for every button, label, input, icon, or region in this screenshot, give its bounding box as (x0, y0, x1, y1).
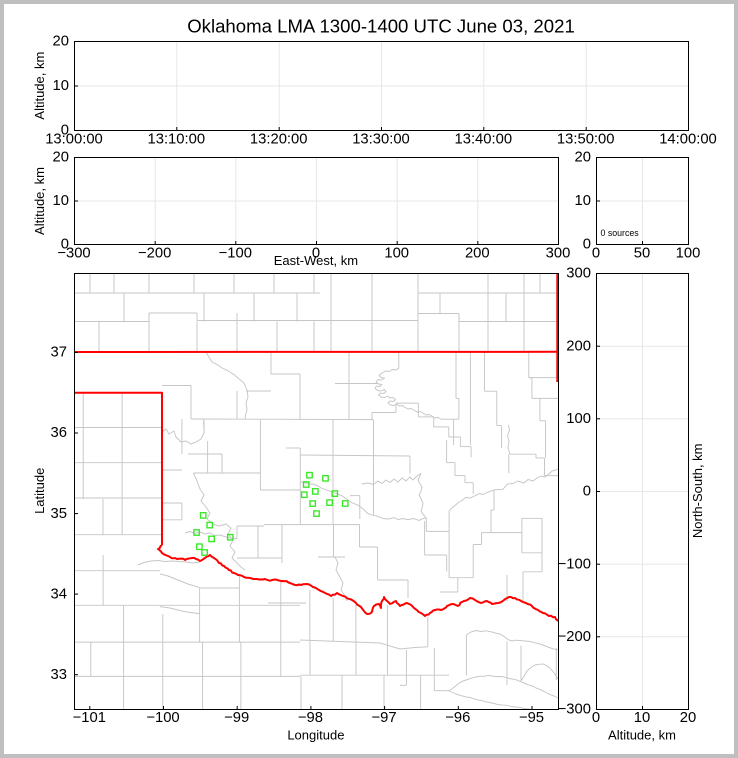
svg-text:−96: −96 (445, 710, 470, 726)
svg-text:100: 100 (566, 411, 591, 427)
svg-text:−300: −300 (57, 246, 90, 262)
svg-text:20: 20 (575, 150, 591, 166)
svg-text:Altitude, km: Altitude, km (608, 728, 676, 743)
svg-text:37: 37 (51, 345, 67, 361)
svg-text:14:00:00: 14:00:00 (659, 132, 717, 148)
svg-text:−100: −100 (558, 556, 591, 572)
svg-text:−97: −97 (372, 710, 397, 726)
svg-text:Altitude, km: Altitude, km (32, 52, 47, 120)
svg-text:−200: −200 (138, 246, 171, 262)
svg-text:−300: −300 (558, 702, 591, 718)
svg-text:−200: −200 (558, 629, 591, 645)
svg-text:13:40:00: 13:40:00 (454, 132, 512, 148)
svg-text:20: 20 (53, 150, 69, 166)
svg-text:Latitude: Latitude (32, 468, 47, 514)
svg-text:13:00:00: 13:00:00 (45, 132, 103, 148)
svg-text:200: 200 (465, 246, 490, 262)
svg-text:33: 33 (51, 667, 67, 683)
svg-text:36: 36 (51, 425, 67, 441)
svg-text:0: 0 (583, 484, 591, 500)
svg-text:13:50:00: 13:50:00 (557, 132, 615, 148)
svg-text:20: 20 (680, 710, 696, 726)
svg-text:0: 0 (592, 710, 600, 726)
svg-text:13:10:00: 13:10:00 (147, 132, 205, 148)
svg-text:13:30:00: 13:30:00 (352, 132, 410, 148)
svg-text:300: 300 (566, 266, 591, 282)
svg-text:−100: −100 (146, 710, 179, 726)
svg-text:20: 20 (53, 34, 69, 50)
svg-text:10: 10 (53, 193, 69, 209)
svg-text:North-South, km: North-South, km (690, 443, 705, 538)
svg-text:300: 300 (546, 246, 571, 262)
svg-text:−98: −98 (298, 710, 323, 726)
svg-text:0: 0 (61, 123, 69, 139)
svg-text:−100: −100 (219, 246, 252, 262)
svg-text:0: 0 (592, 246, 600, 262)
svg-text:Longitude: Longitude (287, 728, 344, 743)
svg-text:0: 0 (312, 246, 320, 262)
svg-text:0: 0 (61, 237, 69, 253)
svg-text:200: 200 (566, 338, 591, 354)
svg-text:100: 100 (676, 246, 701, 262)
svg-text:0: 0 (583, 237, 591, 253)
svg-text:−95: −95 (519, 710, 544, 726)
svg-text:Oklahoma LMA 1300-1400 UTC Jun: Oklahoma LMA 1300-1400 UTC June 03, 2021 (187, 16, 575, 37)
svg-text:−99: −99 (224, 710, 249, 726)
svg-text:0 sources: 0 sources (601, 228, 640, 238)
svg-text:Altitude, km: Altitude, km (32, 167, 47, 235)
svg-text:100: 100 (384, 246, 409, 262)
svg-text:50: 50 (634, 246, 650, 262)
svg-text:10: 10 (634, 710, 650, 726)
svg-text:13:20:00: 13:20:00 (250, 132, 308, 148)
svg-text:35: 35 (51, 506, 67, 522)
svg-text:34: 34 (51, 586, 67, 602)
svg-text:10: 10 (53, 78, 69, 94)
svg-text:10: 10 (575, 193, 591, 209)
svg-text:−101: −101 (73, 710, 106, 726)
svg-text:East-West, km: East-West, km (274, 253, 358, 268)
